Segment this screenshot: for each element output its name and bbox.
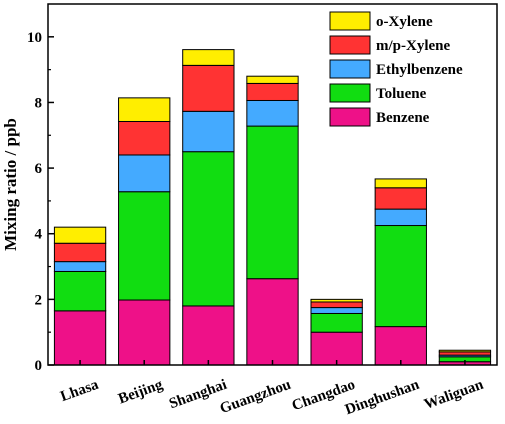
bar-segment-benzene-lhasa xyxy=(53,310,107,366)
legend-swatch-benzene xyxy=(329,107,371,127)
bar-segment-o-xylene-dinghushan xyxy=(374,178,427,189)
bar-segment-o-xylene-lhasa xyxy=(53,226,107,244)
bar-segment-toluene-beijing xyxy=(118,191,171,301)
bar-segment-toluene-dinghushan xyxy=(374,225,427,328)
bar-segment-toluene-shanghai xyxy=(182,151,235,307)
bar-segment-benzene-guangzhou xyxy=(246,278,299,366)
legend-swatch-toluene xyxy=(329,83,371,103)
legend-label-toluene: Toluene xyxy=(376,86,427,102)
bar-segment-o-xylene-shanghai xyxy=(182,49,235,66)
legend-swatch-o-xylene xyxy=(329,11,371,31)
bar-segment-o-xylene-waliguan xyxy=(438,349,492,353)
bar-segment-ethylbenzene-beijing xyxy=(118,154,171,193)
y-axis-title: Mixing ratio / ppb xyxy=(1,118,20,251)
x-axis: Lhasa Beijing ShanghaiGuangzhouChangdaoDin… xyxy=(58,360,486,418)
y-tick-label-0: 0 xyxy=(35,358,43,374)
bar-segment-m-p-xylene-shanghai xyxy=(182,64,235,112)
legend: o-Xylene m/p-Xylene Ethylbenzene Toluene Ben… xyxy=(329,11,463,127)
y-tick-label-10: 10 xyxy=(27,30,42,46)
bars-layer xyxy=(53,49,492,366)
bar-segment-m-p-xylene-changdao xyxy=(310,301,363,309)
bar-segment-benzene-dinghushan xyxy=(374,326,427,366)
bar-segment-m-p-xylene-guangzhou xyxy=(246,82,299,101)
legend-label-o-xylene: o-Xylene xyxy=(376,14,433,30)
bar-segment-m-p-xylene-lhasa xyxy=(53,242,107,263)
y-axis: 0 2 4 6 8 10 xyxy=(27,30,54,374)
x-tick-label-dinghushan: Dinghushan xyxy=(343,377,422,419)
x-tick-label-guangzhou: Guangzhou xyxy=(218,377,293,417)
bar-segment-o-xylene-changdao xyxy=(310,298,363,303)
bar-segment-benzene-shanghai xyxy=(182,305,235,366)
y-tick-label-6: 6 xyxy=(35,161,43,177)
x-tick-label-beijing: Beijing xyxy=(116,377,165,408)
bar-segment-o-xylene-beijing xyxy=(118,97,171,122)
y-tick-label-8: 8 xyxy=(35,95,43,111)
y-tick-label-4: 4 xyxy=(35,227,43,243)
bar-segment-m-p-xylene-dinghushan xyxy=(374,187,427,210)
bar-segment-ethylbenzene-changdao xyxy=(310,307,363,314)
bar-segment-o-xylene-guangzhou xyxy=(246,75,299,84)
bar-segment-benzene-changdao xyxy=(310,331,363,366)
bar-segment-toluene-changdao xyxy=(310,312,363,333)
x-tick-label-waliguan: Waliguan xyxy=(422,377,486,413)
bar-segment-m-p-xylene-beijing xyxy=(118,120,171,156)
bar-segment-benzene-beijing xyxy=(118,299,171,366)
legend-label-ethylbenzene: Ethylbenzene xyxy=(376,62,463,78)
bar-segment-ethylbenzene-dinghushan xyxy=(374,208,427,227)
bar-segment-ethylbenzene-lhasa xyxy=(53,261,107,272)
legend-swatch-m-p-xylene xyxy=(329,35,371,55)
bar-segment-ethylbenzene-shanghai xyxy=(182,110,235,153)
bar-segment-toluene-guangzhou xyxy=(246,125,299,280)
y-tick-label-2: 2 xyxy=(35,292,43,308)
bar-segment-toluene-lhasa xyxy=(53,270,107,312)
legend-swatch-ethylbenzene xyxy=(329,59,371,79)
legend-label-benzene: Benzene xyxy=(376,110,430,126)
legend-label-m-p-xylene: m/p-Xylene xyxy=(376,38,451,54)
bar-segment-ethylbenzene-guangzhou xyxy=(246,99,299,127)
x-tick-label-lhasa: Lhasa xyxy=(58,377,101,406)
